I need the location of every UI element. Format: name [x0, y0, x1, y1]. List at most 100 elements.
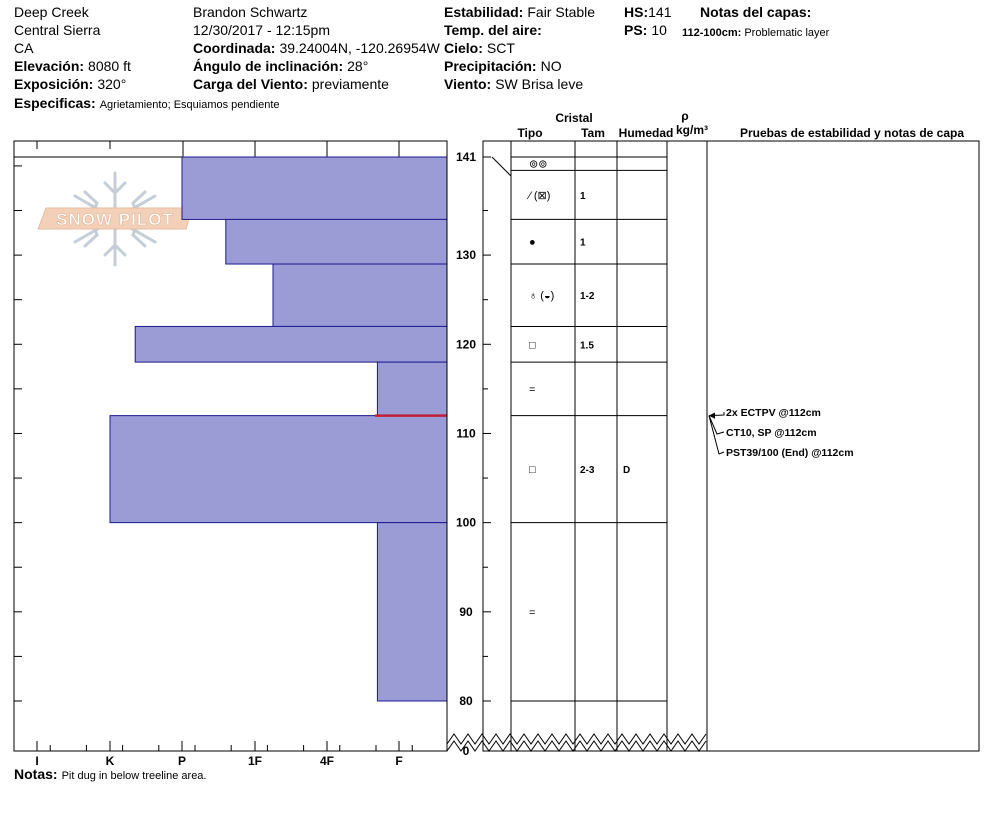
observer-name: Brandon Schwartz [193, 4, 308, 20]
grain-type-symbol: □ [529, 339, 536, 351]
axis-break-line-bottom [446, 740, 707, 752]
grain-row-connector [491, 156, 512, 177]
column-density-unit: kg/m³ [676, 123, 708, 137]
coordinate-field: Coordinada: 39.24004N, -120.26954W [193, 40, 440, 56]
grain-size-value: 1 [580, 238, 586, 249]
aspect-label: Exposición: [14, 76, 94, 92]
elevation-field: Elevación: 8080 ft [14, 58, 131, 74]
grain-type-symbol: ♁ (◒) [529, 290, 554, 302]
specifics-field: Especificas: Agrietamiento; Esquiamos pen… [14, 95, 280, 113]
layer-notes-label: Notas del capas: [700, 4, 812, 20]
wind-load-field: Carga del Viento: previamente [193, 76, 389, 92]
hardness-bar [272, 263, 448, 327]
precip-label: Precipitación: [444, 58, 537, 74]
grain-table-frame [482, 140, 980, 752]
grain-size-value: 1-2 [580, 291, 595, 302]
hardness-plot-frame [13, 140, 448, 752]
hardness-tick-label: K [106, 754, 115, 768]
hs-field: HS:141 [624, 4, 671, 20]
hardness-bar [376, 361, 448, 417]
hardness-tick-label: 4F [320, 754, 334, 768]
stability-test-label: CT10, SP @112cm [726, 427, 817, 439]
ps-value: 10 [651, 22, 667, 38]
sky-label: Cielo: [444, 40, 483, 56]
column-type-header: Tipo [517, 126, 542, 140]
height-tick-label: 120 [456, 337, 476, 351]
height-tick-label: 80 [459, 694, 473, 708]
wind-label: Viento: [444, 76, 492, 92]
stability-test-arrow [708, 415, 725, 435]
grain-moisture-value: D [623, 465, 630, 476]
height-tick-label: 110 [456, 426, 476, 440]
grain-size-value: 1.5 [580, 340, 594, 351]
specifics-label: Especificas: [14, 95, 96, 111]
grain-size-value: 2-3 [580, 465, 595, 476]
sky-field: Cielo: SCT [444, 40, 515, 56]
grain-type-symbol: = [529, 607, 535, 619]
sky-value: SCT [486, 40, 515, 56]
notes-label: Notas: [14, 766, 58, 782]
stability-field: Estabilidad: Fair Stable [444, 4, 595, 20]
height-tick-label: 90 [459, 605, 473, 619]
stability-test-arrow [708, 415, 725, 455]
observation-datetime: 12/30/2017 - 12:15pm [193, 22, 330, 38]
height-tick-label: 0 [463, 744, 470, 758]
region-name: Central Sierra [14, 22, 101, 38]
slope-label: Ángulo de inclinación: [193, 58, 344, 74]
state-name: CA [14, 40, 34, 56]
grain-size-value: 1 [580, 191, 586, 202]
logo-banner [37, 207, 193, 230]
wind-load-value: previamente [311, 76, 389, 92]
aspect-field: Exposición: 320° [14, 76, 126, 92]
height-tick-label: 141 [456, 150, 476, 164]
elevation-value: 8080 ft [88, 58, 131, 74]
grain-type-symbol: = [529, 384, 535, 396]
stability-label: Estabilidad: [444, 4, 524, 20]
notes-text: Pit dug in below treeline area. [61, 770, 207, 782]
layer-note-text: Problematic layer [744, 27, 830, 39]
hardness-bar [225, 218, 448, 265]
grain-type-symbol: □ [529, 464, 536, 476]
coordinate-value: 39.24004N, -120.26954W [279, 40, 440, 56]
hs-value: 141 [648, 4, 672, 20]
layer-note-row: 112-100cm: Problematic layer [682, 23, 829, 41]
snowpilot-logo: SNOW PILOT [37, 171, 193, 267]
grain-type-symbol: ⊚⊚ [529, 159, 547, 171]
air-temp-field: Temp. del aire: [444, 22, 542, 38]
hardness-tick-label: F [395, 754, 402, 768]
axis-break-line-top [446, 733, 707, 745]
ps-label: PS: [624, 22, 648, 38]
column-tests-header: Pruebas de estabilidad y notas de capa [740, 126, 964, 140]
hs-label: HS: [624, 4, 649, 20]
hardness-bar [134, 325, 448, 363]
stability-test-arrowhead [709, 412, 715, 419]
site-name: Deep Creek [14, 4, 89, 20]
wind-load-label: Carga del Viento: [193, 76, 308, 92]
grain-type-symbol: ● [529, 237, 536, 249]
elevation-label: Elevación: [14, 58, 85, 74]
hardness-bar [376, 522, 448, 702]
hardness-bar [181, 156, 448, 220]
slope-field: Ángulo de inclinación: 28° [193, 58, 368, 74]
wind-field: Viento: SW Brisa leve [444, 76, 583, 92]
column-header-row: Cristal Tipo Tam Humedad ρ kg/m³ Pruebas… [517, 109, 964, 140]
stability-test-label: 2x ECTPV @112cm [726, 407, 821, 419]
precip-field: Precipitación: NO [444, 58, 562, 74]
height-tick-label: 100 [456, 516, 476, 530]
stability-test-label: PST39/100 (End) @112cm [726, 447, 854, 459]
aspect-value: 320° [97, 76, 127, 92]
wind-value: SW Brisa leve [495, 76, 584, 92]
height-tick-label: 130 [456, 248, 476, 262]
grain-type-symbol: ⁄ (⊠) [526, 190, 550, 202]
column-crystal-header: Cristal [555, 111, 592, 125]
hardness-bar [109, 415, 448, 524]
coordinate-label: Coordinada: [193, 40, 276, 56]
ps-field: PS: 10 [624, 22, 667, 38]
slope-value: 28° [347, 58, 369, 74]
specifics-value: Agrietamiento; Esquiamos pendiente [99, 99, 280, 111]
hardness-tick-label: P [178, 754, 186, 768]
hardness-tick-label: 1F [248, 754, 262, 768]
air-temp-label: Temp. del aire: [444, 22, 542, 38]
logo-text: SNOW PILOT [56, 210, 174, 229]
